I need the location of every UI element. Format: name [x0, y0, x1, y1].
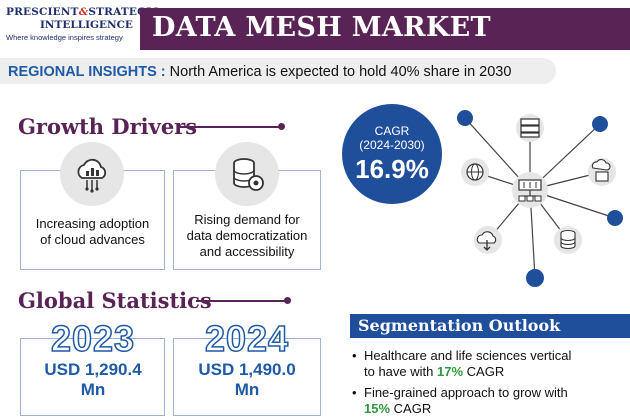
segmentation-item: • Fine-grained approach to grow with 15%…: [352, 385, 568, 416]
segmentation-highlight: 17%: [437, 364, 464, 379]
data-mesh-network-graphic: [457, 110, 623, 287]
bullet-icon: •: [352, 385, 357, 400]
stat-year-2024: 2024: [204, 317, 290, 360]
global-statistics-title: Global Statistics: [18, 288, 212, 313]
stat-value-2023: USD 1,290.4 Mn: [44, 360, 142, 399]
global-statistics-divider: [196, 300, 286, 302]
growth-drivers-divider-dot: [278, 123, 285, 130]
globe-icon: [461, 158, 489, 186]
growth-drivers-divider: [180, 126, 280, 128]
network-node: [607, 210, 623, 226]
network-node: [592, 116, 608, 132]
database-icon: [554, 226, 582, 254]
page-title: DATA MESH MARKET: [152, 12, 491, 43]
cloud-server-icon: [588, 158, 616, 186]
regional-insights-text: North America is expected to hold 40% sh…: [169, 64, 512, 80]
stat-value-2024: USD 1,490.0 Mn: [198, 360, 296, 399]
logo-wordmark-line2: INTELLIGENCE: [40, 19, 133, 31]
growth-drivers-title: Growth Drivers: [18, 114, 198, 139]
regional-insights-strip: [0, 58, 556, 84]
cloud-analytics-icon: [60, 142, 124, 206]
database-gear-icon: [215, 142, 279, 206]
logo: PRESCIENT&STRATEGIC INTELLIGENCE Where k…: [6, 6, 160, 48]
title-banner: [140, 8, 630, 50]
bullet-icon: •: [352, 348, 357, 363]
stat-card-2024: [173, 338, 321, 416]
driver-card-database-text: Rising demand for data democratization a…: [186, 212, 308, 259]
server-icon: [516, 114, 544, 142]
segmentation-highlight: 15%: [364, 401, 391, 416]
cloud-download-icon: [474, 226, 502, 254]
stat-card-2023: [20, 338, 165, 416]
regional-insights: REGIONAL INSIGHTS : North America is exp…: [8, 64, 511, 80]
cagr-value: 16.9%: [355, 154, 429, 184]
logo-tagline: Where knowledge inspires strategy: [6, 33, 123, 42]
cagr-badge: [342, 104, 442, 204]
logo-wordmark: PRESCIENT&STRATEGIC: [6, 6, 160, 18]
driver-card-cloud-text: Increasing adoption of cloud advances: [35, 216, 150, 247]
regional-insights-label: REGIONAL INSIGHTS :: [8, 64, 166, 80]
logo-ampersand: &: [78, 6, 89, 18]
stat-year-2023: 2023: [50, 317, 136, 360]
cagr-label: CAGR (2024-2030): [359, 124, 425, 152]
data-hub-icon: [512, 172, 548, 208]
network-node: [457, 110, 473, 126]
segmentation-title: Segmentation Outlook: [358, 316, 561, 335]
global-statistics-divider-dot: [284, 297, 291, 304]
segmentation-item: • Healthcare and life sciences vertical …: [352, 348, 572, 379]
segmentation-banner: [350, 314, 630, 338]
network-node: [526, 269, 544, 287]
